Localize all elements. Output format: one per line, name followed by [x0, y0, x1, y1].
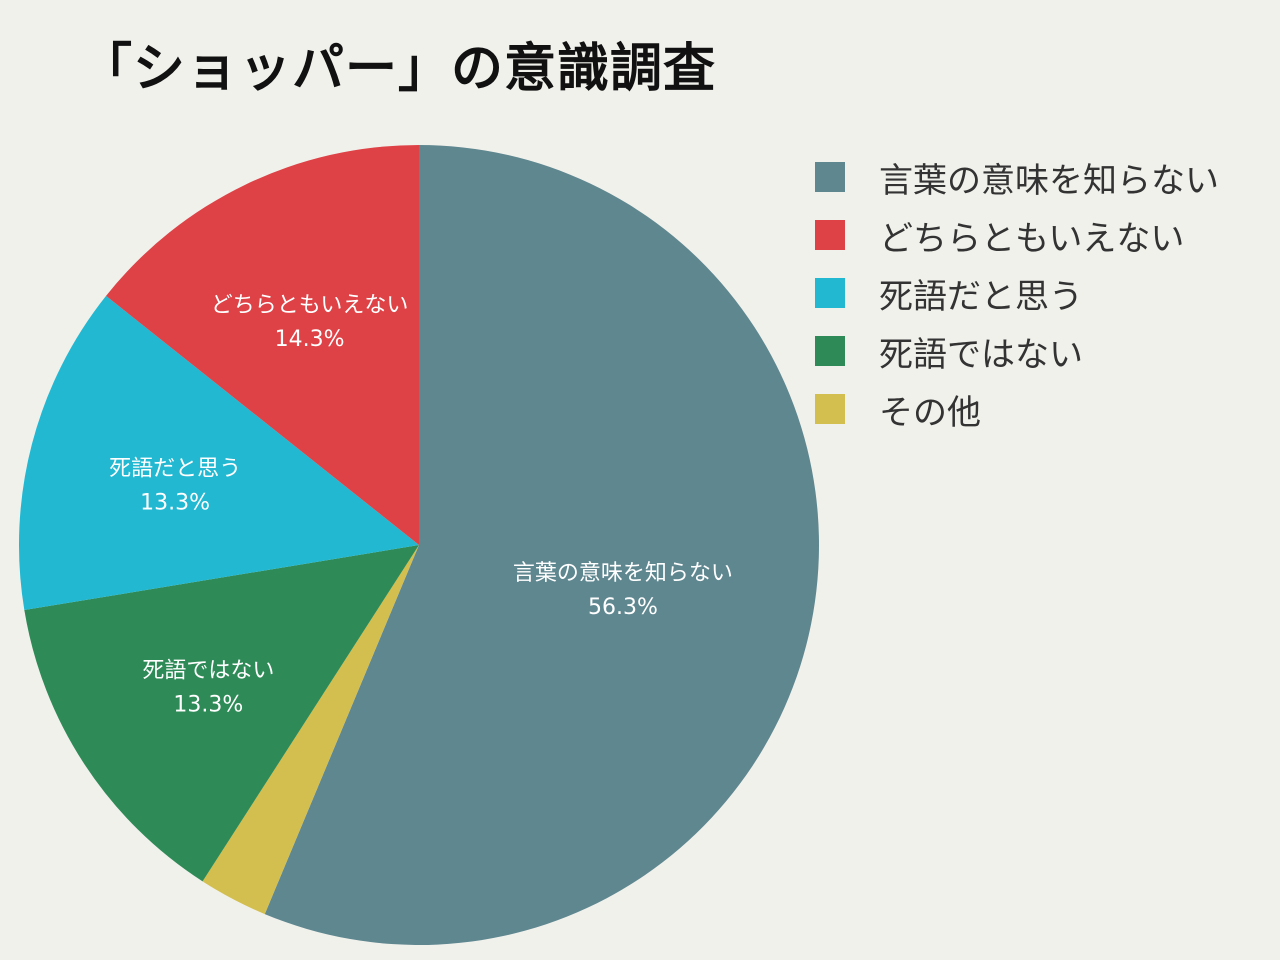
legend-swatch [815, 162, 845, 192]
legend-item: 死語だと思う [815, 264, 1219, 322]
slice-category-label: 死語ではない [142, 658, 274, 683]
legend-swatch [815, 336, 845, 366]
legend-label: どちらともいえない [879, 218, 1185, 259]
slice-value-label: 56.3% [588, 595, 658, 620]
pie-slice [18, 295, 420, 611]
chart-title: 「ショッパー」の意識調査 [80, 39, 717, 99]
legend-item: 言葉の意味を知らない [815, 148, 1219, 206]
slice-value-label: 13.3% [173, 692, 243, 717]
pie-labels: 言葉の意味を知らない 56.3% 死語ではない 13.3% 死語だと思う 13.3% どちら… [109, 293, 733, 717]
legend: 言葉の意味を知らない どちらともいえない 死語だと思う 死語ではない その他 [815, 148, 1219, 438]
pie-slices [18, 145, 820, 945]
legend-label: 死語だと思う [879, 276, 1083, 317]
slice-value-label: 13.3% [140, 491, 210, 516]
legend-swatch [815, 220, 845, 250]
slice-category-label: 言葉の意味を知らない [513, 561, 733, 586]
legend-item: どちらともいえない [815, 206, 1219, 264]
slice-value-label: 14.3% [275, 327, 345, 352]
legend-item: 死語ではない [815, 322, 1219, 380]
legend-label: その他 [879, 392, 981, 433]
pie-chart: 言葉の意味を知らない 56.3% 死語ではない 13.3% 死語だと思う 13.3% どちら… [18, 145, 820, 945]
legend-label: 言葉の意味を知らない [879, 160, 1219, 201]
slice-category-label: どちらともいえない [211, 293, 409, 318]
pie-slice [264, 145, 820, 945]
legend-label: 死語ではない [879, 334, 1083, 375]
legend-item: その他 [815, 380, 1219, 438]
legend-swatch [815, 394, 845, 424]
pie-slice [106, 145, 420, 545]
pie-slice [24, 545, 419, 882]
pie-slice [202, 545, 419, 915]
legend-swatch [815, 278, 845, 308]
slice-category-label: 死語だと思う [109, 457, 241, 482]
